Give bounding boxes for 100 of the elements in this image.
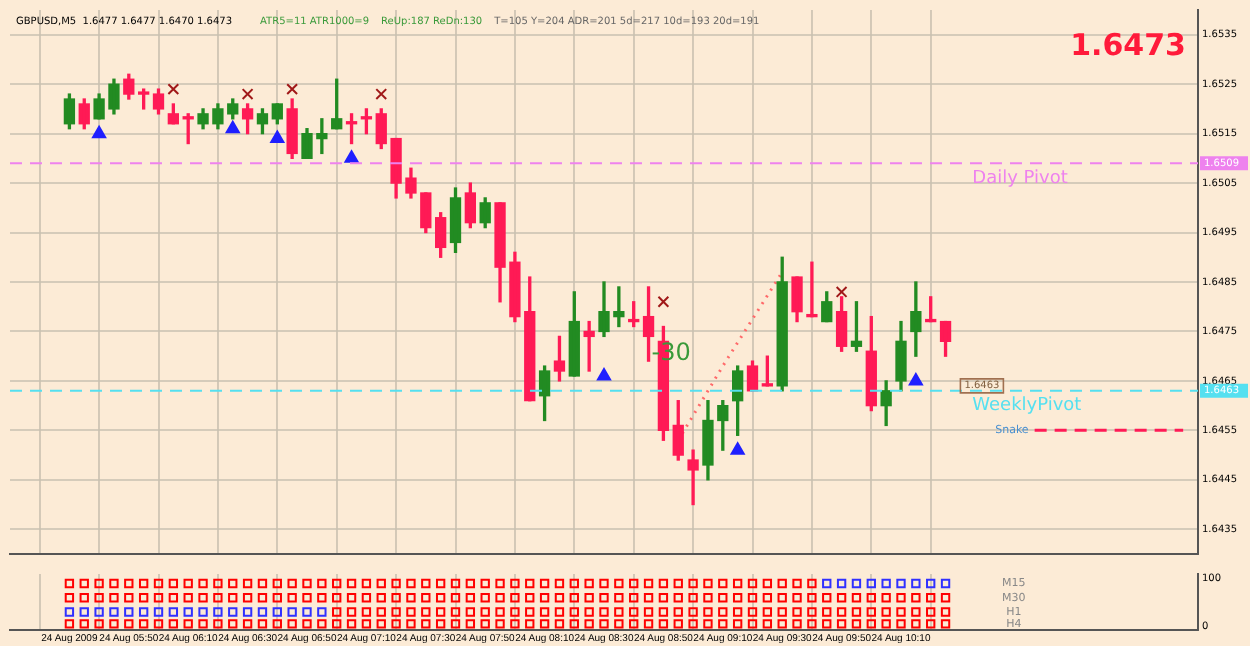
point [287,607,297,617]
ref-line-label: WeeklyPivot [972,396,1083,417]
point [124,619,134,629]
point [421,607,431,617]
point [94,607,104,617]
point [94,578,104,589]
point [272,619,282,629]
point [822,578,832,589]
point [629,578,639,589]
point [317,619,327,629]
point [866,607,876,617]
point [584,593,594,603]
point [554,607,565,617]
point [302,607,312,617]
point [908,372,923,386]
point [703,593,713,603]
point [376,607,386,617]
point [629,593,639,603]
point [881,619,891,629]
point [183,619,193,629]
point [168,619,179,629]
point [807,578,817,589]
point [643,607,654,617]
point [629,619,639,629]
point [225,120,240,134]
point [926,578,936,589]
point [317,593,327,603]
point [835,285,848,298]
point [747,607,758,617]
point [866,578,876,589]
point [272,593,282,603]
point [643,593,654,603]
point [198,619,208,629]
point [138,593,149,603]
point [940,578,951,589]
point [228,607,238,617]
point [718,578,728,589]
point [657,295,670,308]
point [346,593,357,603]
point [599,593,609,603]
point [391,607,401,617]
point [302,593,312,603]
point [138,607,149,617]
point [109,607,119,617]
point [213,593,223,603]
point [406,607,416,617]
point [658,607,669,617]
point [153,607,164,617]
point [777,578,787,589]
point [138,619,149,629]
point [614,593,624,603]
point [822,607,832,617]
point [777,593,787,603]
point [332,593,342,603]
point [332,607,342,617]
point [688,607,698,617]
point [435,619,446,629]
point [153,593,164,603]
point [124,593,134,603]
point [569,619,579,629]
point [183,593,193,603]
point [64,619,75,629]
point [124,607,134,617]
point [109,578,119,589]
point [688,593,698,603]
point [584,607,594,617]
point [614,607,624,617]
point [344,150,359,163]
point [168,578,179,589]
point [421,619,431,629]
point [807,593,817,603]
point [228,578,238,589]
point [911,619,921,629]
point [851,578,862,589]
point [213,578,223,589]
point [406,619,416,629]
point [450,593,461,603]
point [822,593,832,603]
point [599,578,609,589]
point [406,593,416,603]
point [525,593,535,603]
point [718,619,728,629]
point [940,607,951,617]
point [270,130,285,144]
point [64,578,75,589]
point [391,593,401,603]
point [732,578,743,589]
point [614,619,624,629]
point [762,619,773,629]
point [629,607,639,617]
point [286,83,299,96]
point [450,578,461,589]
point [792,619,802,629]
point [851,619,862,629]
point [317,578,327,589]
annotation: 1.6473 [1070,26,1186,63]
point [836,593,847,603]
point [836,607,847,617]
point [346,619,357,629]
point [747,578,758,589]
